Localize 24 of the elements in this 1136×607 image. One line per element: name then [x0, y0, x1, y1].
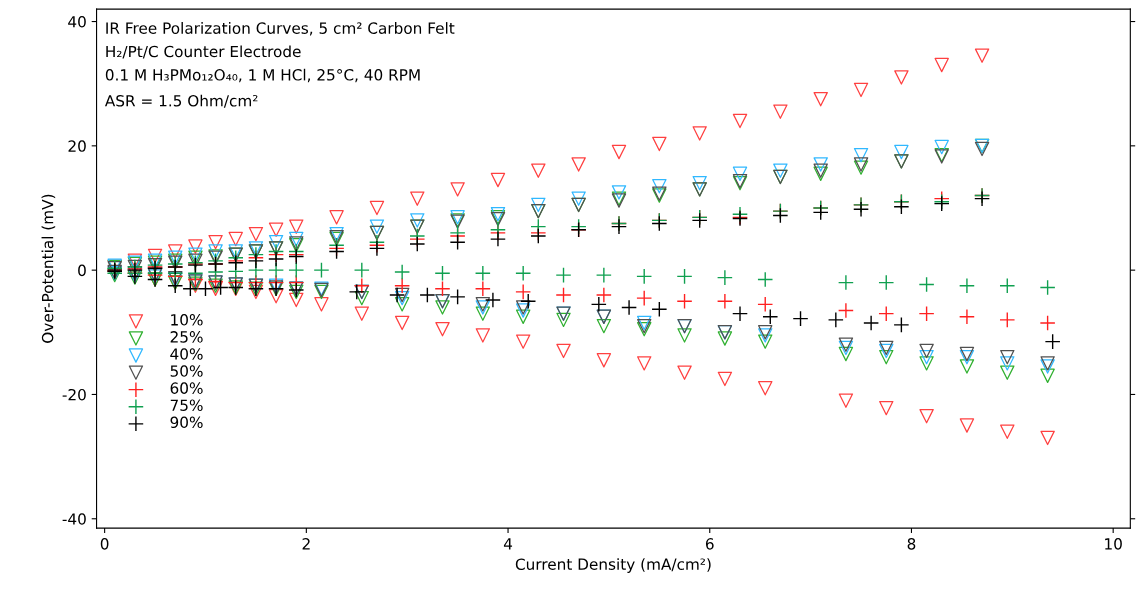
y-tick-label: -20 [62, 388, 86, 401]
x-tick-label: 0 [100, 538, 109, 550]
legend-label: 10% [171, 314, 203, 326]
x-tick-label: 6 [705, 538, 714, 550]
annotation: 0.1 M H₃PMo₁₂O₄₀, 1 M HCl, 25°C, 40 RPM [105, 68, 420, 83]
annotation: H₂/Pt/C Counter Electrode [106, 45, 301, 59]
x-tick-label: 4 [503, 538, 513, 550]
legend-label: 25% [170, 331, 203, 343]
y-axis-title: Over-Potential (mV) [41, 194, 56, 343]
y-tick-label: 40 [68, 16, 86, 28]
y-tick-label: 0 [78, 264, 86, 277]
y-tick-label: -40 [62, 513, 86, 525]
legend-label: 75% [170, 399, 203, 411]
annotation: IR Free Polarization Curves, 5 cm² Carbon Felt [106, 22, 455, 36]
legend-label: 50% [170, 365, 203, 377]
legend-label: 40% [170, 348, 203, 360]
x-tick-label: 2 [302, 538, 310, 550]
legend-label: 90% [170, 416, 203, 429]
annotation: ASR = 1.5 Ohm/cm² [104, 94, 258, 108]
x-axis-title: Current Density (mA/cm²) [515, 558, 711, 573]
x-tick-label: 8 [907, 538, 916, 550]
legend-label: 60% [170, 382, 203, 394]
y-tick-label: 20 [68, 140, 86, 152]
x-tick-label: 10 [1105, 538, 1122, 550]
